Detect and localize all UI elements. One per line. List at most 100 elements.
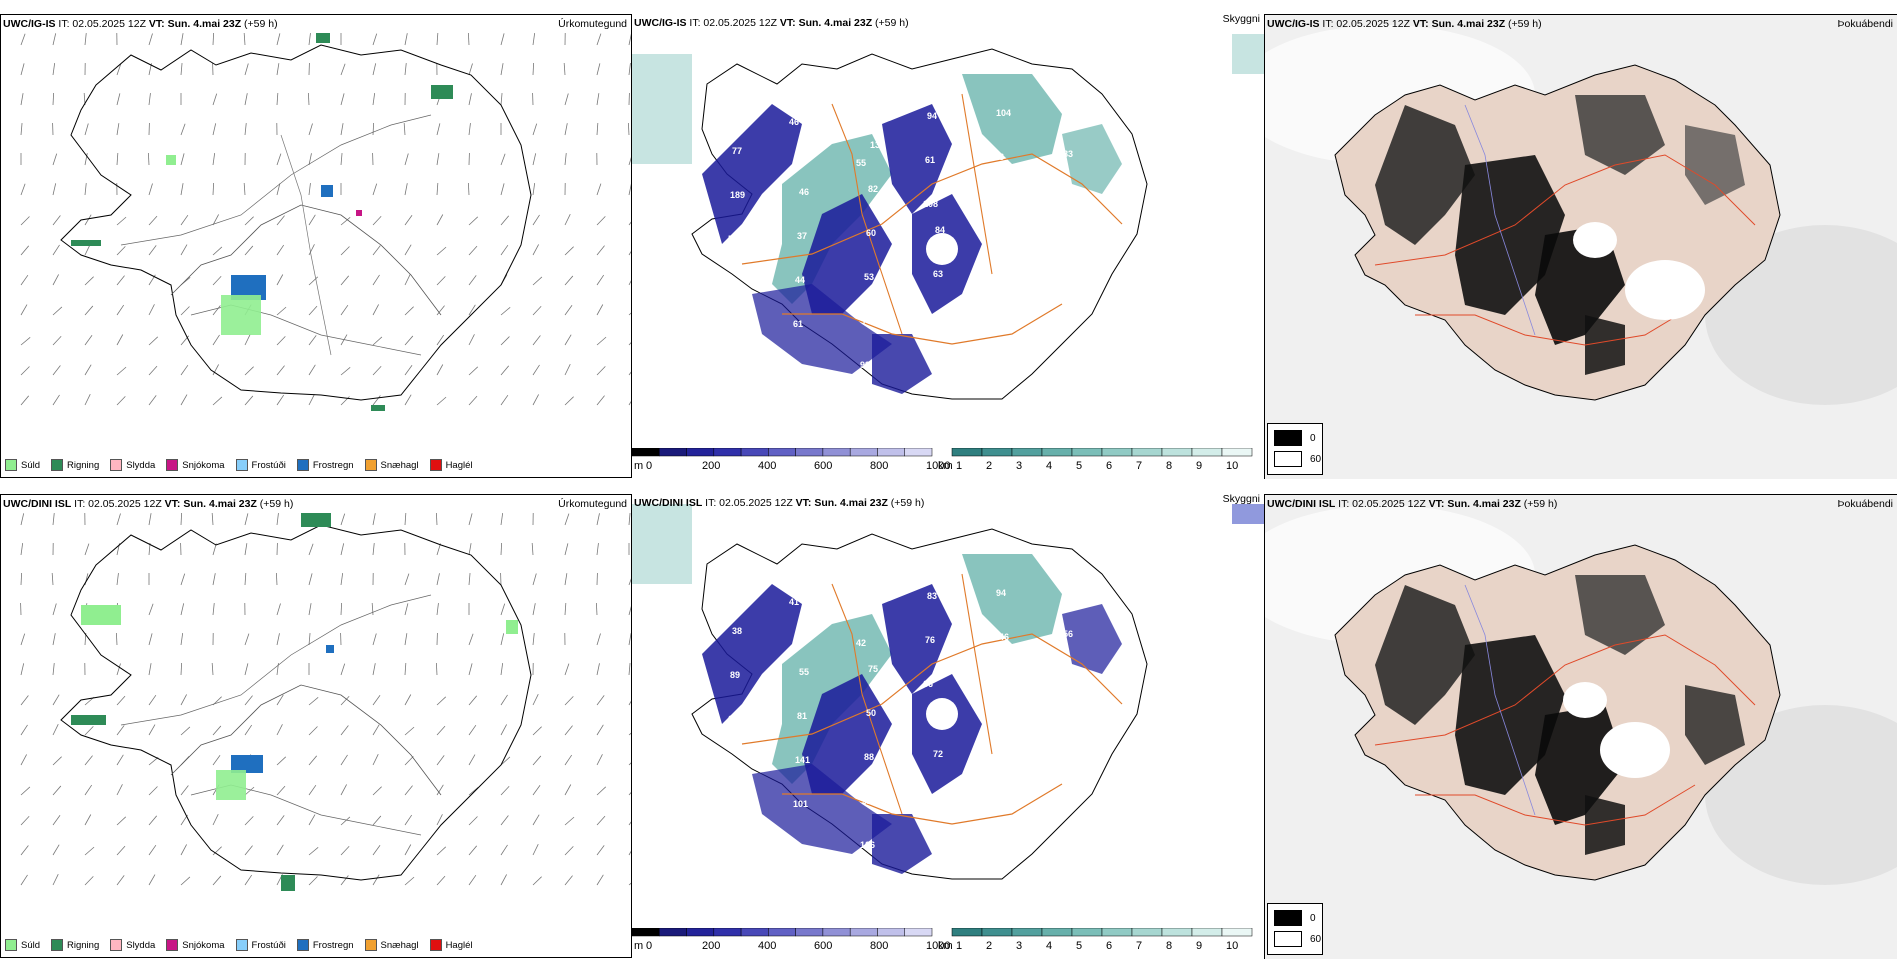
wind-barb (373, 93, 375, 105)
precip-legend-item: Súld (5, 939, 40, 951)
wind-barb (532, 543, 533, 555)
colorbar-tick: 800 (870, 460, 888, 472)
legend-swatch (297, 939, 309, 951)
colorbar-segment (905, 448, 932, 456)
wind-barb (117, 875, 124, 885)
wind-barb (341, 367, 350, 375)
wind-barb (469, 513, 472, 525)
wind-barb (501, 366, 509, 375)
wind-barb (501, 724, 507, 735)
wind-barb (213, 335, 220, 345)
colorbar-tick: 400 (758, 940, 776, 952)
cloud-base-label: 49 (736, 348, 746, 358)
fog-legend-high: 60 (1274, 931, 1321, 947)
panel-title: Úrkomutegund (558, 18, 627, 30)
cloud-base-label: 44 (795, 275, 805, 285)
cloud-base-label: 103 (1000, 790, 1015, 800)
cloud-base-label: 63 (992, 676, 1002, 686)
cloud-base-label: 75 (931, 793, 941, 803)
wind-barb (213, 153, 215, 165)
wind-barb (597, 275, 604, 285)
wind-barb (341, 603, 342, 615)
colorbar-segment (982, 448, 1012, 456)
legend-label: Snæhagl (381, 460, 419, 471)
wind-barb (405, 574, 409, 585)
precip-legend-item: Frostregn (297, 939, 354, 951)
wind-barb (597, 123, 598, 135)
legend-swatch (166, 459, 178, 471)
precip-type-map-row1: UWC/IG-IS IT: 02.05.2025 12Z VT: Sun. 4.… (0, 14, 632, 478)
wind-barb (245, 543, 247, 555)
cloud-base-label: 41 (789, 597, 799, 607)
wind-barb (277, 216, 285, 225)
wind-barb (213, 726, 221, 735)
wind-barb (85, 815, 91, 825)
wind-barb (181, 877, 190, 885)
wind-barb (149, 337, 158, 345)
valid-time: Sun. 4.mai 23Z (183, 498, 257, 510)
precip-legend-item: Rigning (51, 459, 99, 471)
wind-barb (116, 633, 117, 645)
legend-label: Rigning (67, 460, 99, 471)
lead-time: (+59 h) (244, 18, 278, 30)
colorbar-segment (823, 928, 850, 936)
fog-index-map-row2: UWC/DINI ISL IT: 02.05.2025 12Z VT: Sun.… (1264, 494, 1897, 959)
wind-barb (533, 244, 539, 255)
colorbar-tick: 3 (1016, 940, 1022, 952)
wind-barb (469, 846, 477, 855)
wind-barb (149, 695, 156, 705)
wind-barb (405, 633, 407, 645)
wind-barb (21, 787, 30, 795)
wind-barb (565, 846, 573, 855)
wind-barb (277, 93, 278, 105)
wind-barb (245, 725, 252, 735)
wind-barb (501, 63, 503, 75)
valid-time: Sun. 4.mai 23Z (1432, 18, 1506, 30)
legend-swatch (166, 939, 178, 951)
wind-barb (597, 787, 606, 795)
wind-barb (437, 183, 438, 195)
wind-barb (309, 756, 317, 765)
valid-time: Sun. 4.mai 23Z (1447, 498, 1521, 510)
wind-barb (437, 603, 438, 615)
wind-barb (277, 366, 285, 375)
init-time: IT: 02.05.2025 12Z (705, 497, 793, 509)
precip-legend-item: Haglél (430, 459, 473, 471)
legend-swatch (430, 939, 442, 951)
fog-legend-low-label: 0 (1310, 913, 1316, 924)
cloud-base-label: 76 (925, 635, 935, 645)
wind-barb (404, 123, 405, 135)
cloud-base-label: 60 (866, 228, 876, 238)
wind-barb (21, 543, 23, 555)
wind-barb (181, 365, 188, 375)
wind-barb (565, 364, 570, 375)
cloud-base-label: 56 (1063, 629, 1073, 639)
cloud-base-label: 94 (996, 588, 1006, 598)
wind-barb (533, 336, 540, 345)
wind-barb (213, 306, 220, 315)
wind-barb (212, 663, 213, 675)
wind-barb (21, 573, 22, 585)
wind-barb (373, 725, 379, 735)
wind-barb (245, 63, 248, 75)
cloud-base-label: 141 (795, 755, 810, 765)
colorbar-tick: 10 (1226, 940, 1238, 952)
cloud-base-label: 75 (868, 664, 878, 674)
colorbar-tick: 3 (1016, 460, 1022, 472)
wind-barb (629, 63, 630, 75)
wind-barb (21, 246, 29, 255)
wind-barb (85, 785, 92, 795)
colorbar-unit: km (938, 460, 953, 472)
cloud-base-label: 52 (1067, 351, 1077, 361)
precip-legend-item: Frostregn (297, 459, 354, 471)
wind-barb (117, 696, 125, 705)
wind-barb (373, 787, 382, 795)
cloud-base-label: 159 (1065, 105, 1080, 115)
legend-swatch (236, 939, 248, 951)
wind-barb (565, 573, 567, 585)
cloud-base-label: 63 (933, 269, 943, 279)
wind-barb (373, 304, 379, 315)
colorbar-unit: m (634, 940, 643, 952)
wind-barb (469, 93, 471, 105)
